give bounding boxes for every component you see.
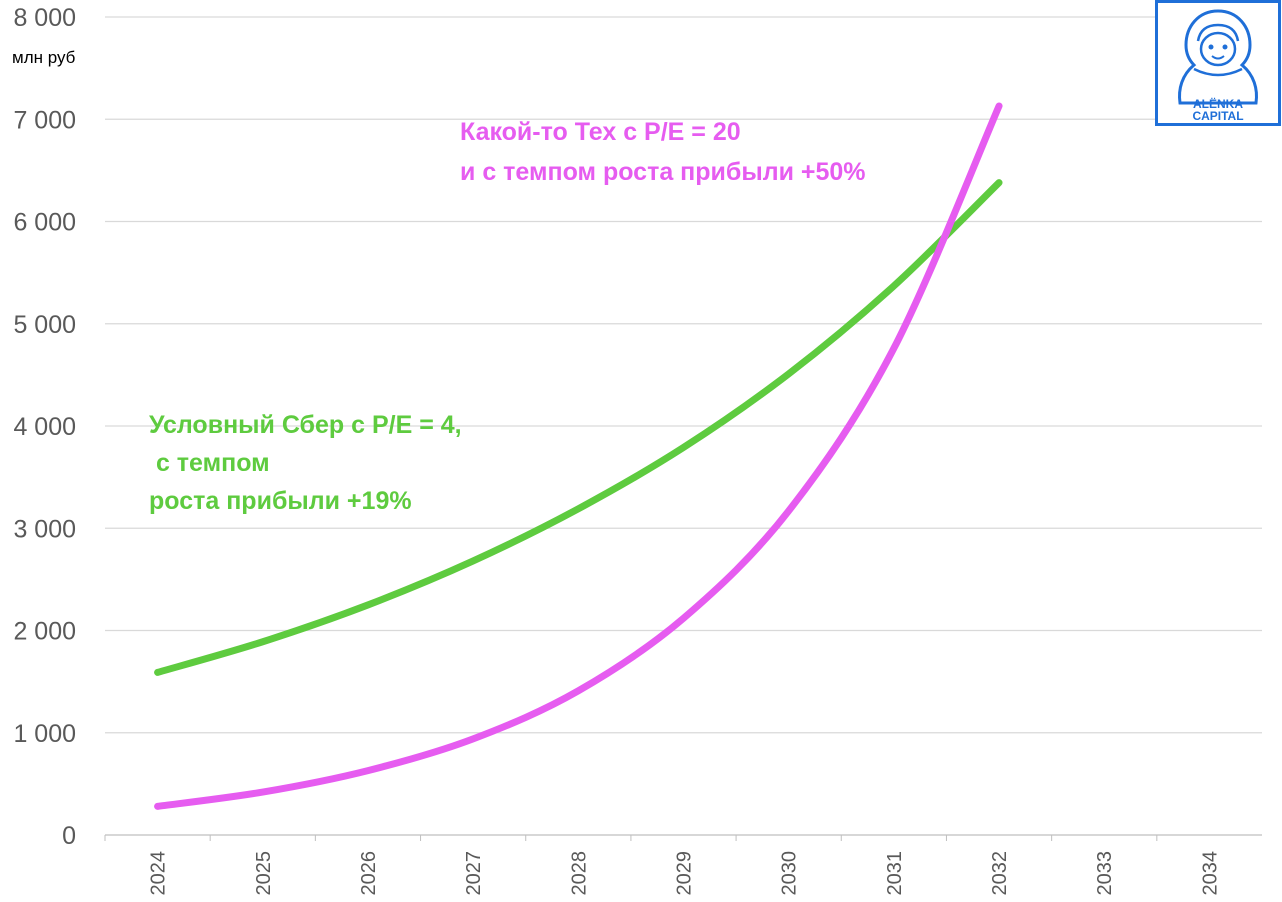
x-tick-label: 2028 <box>568 851 590 896</box>
series-line-0 <box>154 179 1003 676</box>
y-tick-label: 5 000 <box>13 311 76 339</box>
y-axis-ticks: 0 1 000 2 000 3 000 4 000 5 000 6 000 7 000 8 00… <box>13 4 76 850</box>
annotation-line: с темпом <box>149 449 270 477</box>
x-tick-label: 2030 <box>779 851 801 896</box>
x-axis-ticks: 2024 2025 2026 2027 2028 2029 2030 2031 2032 2033… <box>104 835 1221 896</box>
x-tick-label: 2031 <box>884 851 906 896</box>
x-tick-label: 2033 <box>1094 851 1116 896</box>
x-tick-label: 2025 <box>253 851 275 896</box>
x-tick-label: 2029 <box>674 851 696 896</box>
y-axis-unit-label: млн руб <box>12 48 76 67</box>
logo-line-1: ALЁNKA <box>1192 97 1244 111</box>
annotation-line: Условный Сбер с P/E = 4, <box>149 411 462 439</box>
series-line-1 <box>154 102 1003 810</box>
y-tick-label: 1 000 <box>13 720 76 748</box>
matryoshka-icon <box>1178 9 1258 105</box>
series-lines <box>154 102 1003 810</box>
annotation-line: и с темпом роста прибыли +50% <box>460 158 866 186</box>
x-tick-label: 2024 <box>148 851 170 896</box>
alenka-capital-logo: ALЁNKA CAPITAL <box>1155 0 1281 126</box>
annotation-sber: Условный Сбер с P/E = 4, с темпом роста п… <box>149 411 462 515</box>
x-tick-label: 2034 <box>1199 851 1221 896</box>
y-tick-label: 6 000 <box>13 209 76 237</box>
y-tick-label: 0 <box>62 822 76 850</box>
x-tick-label: 2026 <box>358 851 380 896</box>
y-tick-label: 7 000 <box>13 106 76 134</box>
logo-line-2: CAPITAL <box>1192 109 1244 123</box>
x-tick-label: 2027 <box>463 851 485 896</box>
annotation-tech: Какой-то Тех с P/E = 20 и с темпом роста … <box>460 118 866 186</box>
y-tick-label: 2 000 <box>13 618 76 646</box>
y-tick-label: 8 000 <box>13 4 76 32</box>
y-tick-label: 4 000 <box>13 413 76 441</box>
x-tick-label: 2032 <box>989 851 1011 896</box>
y-tick-label: 3 000 <box>13 515 76 543</box>
annotation-line: Какой-то Тех с P/E = 20 <box>460 118 741 146</box>
annotation-line: роста прибыли +19% <box>149 487 412 515</box>
